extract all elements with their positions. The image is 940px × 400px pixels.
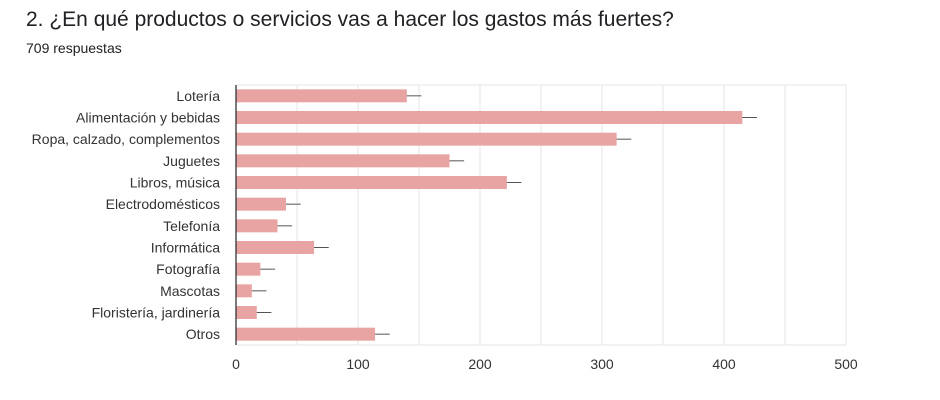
category-label: Lotería xyxy=(176,88,220,104)
x-tick-label: 400 xyxy=(712,356,736,372)
x-tick-label: 300 xyxy=(590,356,614,372)
bar xyxy=(236,262,261,276)
x-tick-label: 200 xyxy=(468,356,492,372)
category-label: Telefonía xyxy=(163,218,220,234)
category-label: Floristería, jardinería xyxy=(92,305,221,321)
response-count: 709 respuestas xyxy=(26,40,122,56)
category-label: Libros, música xyxy=(130,175,220,191)
bar xyxy=(236,284,252,298)
bar xyxy=(236,111,743,124)
category-label: Fotografía xyxy=(156,261,220,277)
x-tick-label: 100 xyxy=(346,356,370,372)
bar xyxy=(236,306,257,319)
category-label: Alimentación y bebidas xyxy=(76,110,220,126)
x-tick-label: 500 xyxy=(834,356,858,372)
category-label: Electrodomésticos xyxy=(106,196,220,212)
question-title: 2. ¿En qué productos o servicios vas a h… xyxy=(26,8,674,31)
category-label: Otros xyxy=(186,326,220,342)
x-tick-label: 0 xyxy=(232,356,240,372)
category-label: Informática xyxy=(151,240,220,256)
bar xyxy=(236,197,287,211)
bar xyxy=(236,327,376,341)
category-label: Ropa, calzado, complementos xyxy=(32,131,220,147)
category-label: Mascotas xyxy=(160,283,220,299)
bar xyxy=(236,154,450,168)
category-label: Juguetes xyxy=(163,153,220,169)
bar xyxy=(236,132,617,146)
bar xyxy=(236,176,507,189)
bar xyxy=(236,241,315,254)
bar xyxy=(236,89,407,103)
bar xyxy=(236,219,278,233)
